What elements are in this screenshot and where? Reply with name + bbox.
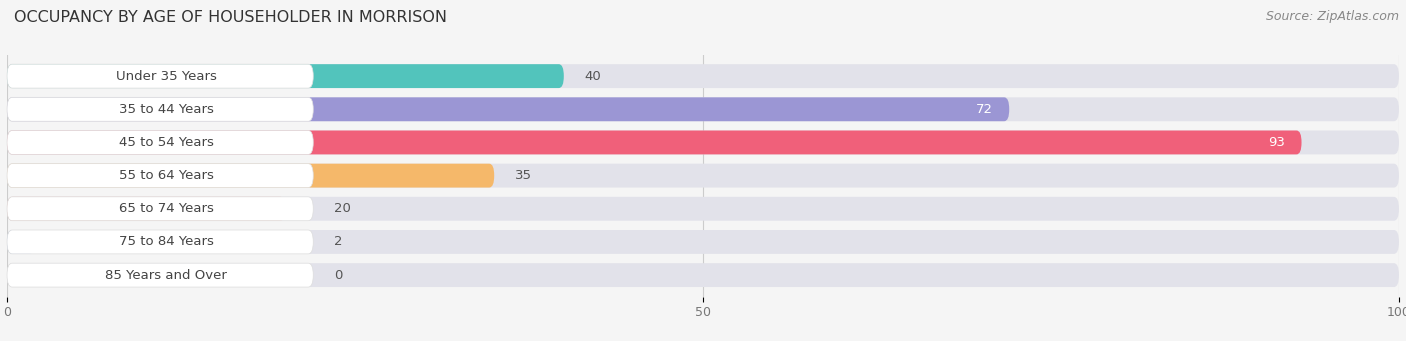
Text: 55 to 64 Years: 55 to 64 Years (120, 169, 214, 182)
Text: Under 35 Years: Under 35 Years (115, 70, 217, 83)
FancyBboxPatch shape (7, 64, 564, 88)
Text: 35: 35 (515, 169, 531, 182)
FancyBboxPatch shape (7, 164, 314, 188)
FancyBboxPatch shape (7, 263, 314, 287)
FancyBboxPatch shape (7, 64, 314, 88)
Text: 72: 72 (976, 103, 993, 116)
FancyBboxPatch shape (7, 197, 1399, 221)
FancyBboxPatch shape (7, 164, 495, 188)
FancyBboxPatch shape (7, 97, 1010, 121)
Text: 0: 0 (335, 269, 343, 282)
FancyBboxPatch shape (7, 197, 285, 221)
Text: 35 to 44 Years: 35 to 44 Years (120, 103, 214, 116)
FancyBboxPatch shape (7, 263, 1399, 287)
FancyBboxPatch shape (7, 131, 1302, 154)
FancyBboxPatch shape (7, 131, 1399, 154)
FancyBboxPatch shape (7, 64, 1399, 88)
FancyBboxPatch shape (7, 230, 1399, 254)
Text: 65 to 74 Years: 65 to 74 Years (120, 202, 214, 215)
FancyBboxPatch shape (7, 131, 314, 154)
Text: 2: 2 (335, 235, 343, 249)
Text: 85 Years and Over: 85 Years and Over (105, 269, 228, 282)
FancyBboxPatch shape (7, 230, 314, 254)
Text: 20: 20 (335, 202, 352, 215)
Text: 45 to 54 Years: 45 to 54 Years (120, 136, 214, 149)
FancyBboxPatch shape (7, 230, 35, 254)
Text: Source: ZipAtlas.com: Source: ZipAtlas.com (1265, 10, 1399, 23)
Text: 40: 40 (585, 70, 602, 83)
FancyBboxPatch shape (7, 164, 1399, 188)
FancyBboxPatch shape (7, 197, 314, 221)
Text: OCCUPANCY BY AGE OF HOUSEHOLDER IN MORRISON: OCCUPANCY BY AGE OF HOUSEHOLDER IN MORRI… (14, 10, 447, 25)
Text: 93: 93 (1268, 136, 1285, 149)
FancyBboxPatch shape (7, 97, 314, 121)
FancyBboxPatch shape (7, 97, 1399, 121)
Text: 75 to 84 Years: 75 to 84 Years (120, 235, 214, 249)
